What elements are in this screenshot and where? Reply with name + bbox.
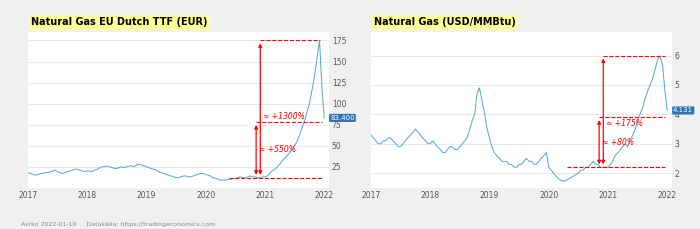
Text: ≈ +550%: ≈ +550% xyxy=(259,145,296,154)
Text: 83.400: 83.400 xyxy=(330,115,355,121)
Text: ≈ +1300%: ≈ +1300% xyxy=(263,112,305,121)
Text: Natural Gas (USD/MMBtu): Natural Gas (USD/MMBtu) xyxy=(374,17,516,27)
Text: ≈ +80%: ≈ +80% xyxy=(602,138,634,147)
Text: Asrko 2022-01-10     Datakälla: https://tradingeconomics.com: Asrko 2022-01-10 Datakälla: https://trad… xyxy=(21,222,215,227)
Text: 4.131: 4.131 xyxy=(673,107,693,114)
Text: Natural Gas EU Dutch TTF (EUR): Natural Gas EU Dutch TTF (EUR) xyxy=(31,17,207,27)
Text: ≈ +175%: ≈ +175% xyxy=(606,119,643,128)
